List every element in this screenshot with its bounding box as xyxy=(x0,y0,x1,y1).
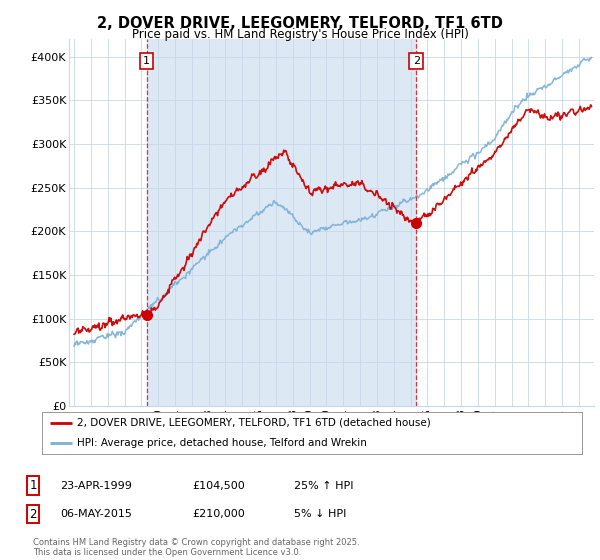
Text: 2: 2 xyxy=(29,507,37,521)
Text: 06-MAY-2015: 06-MAY-2015 xyxy=(60,509,132,519)
Text: 1: 1 xyxy=(143,56,150,66)
Text: HPI: Average price, detached house, Telford and Wrekin: HPI: Average price, detached house, Telf… xyxy=(77,438,367,448)
Text: 1: 1 xyxy=(29,479,37,492)
Text: £210,000: £210,000 xyxy=(192,509,245,519)
Text: Price paid vs. HM Land Registry's House Price Index (HPI): Price paid vs. HM Land Registry's House … xyxy=(131,28,469,41)
Text: 25% ↑ HPI: 25% ↑ HPI xyxy=(294,480,353,491)
Text: 23-APR-1999: 23-APR-1999 xyxy=(60,480,132,491)
Bar xyxy=(146,39,416,406)
Text: £104,500: £104,500 xyxy=(192,480,245,491)
Text: 2: 2 xyxy=(413,56,420,66)
Text: 2, DOVER DRIVE, LEEGOMERY, TELFORD, TF1 6TD: 2, DOVER DRIVE, LEEGOMERY, TELFORD, TF1 … xyxy=(97,16,503,31)
Text: 2, DOVER DRIVE, LEEGOMERY, TELFORD, TF1 6TD (detached house): 2, DOVER DRIVE, LEEGOMERY, TELFORD, TF1 … xyxy=(77,418,431,428)
Text: 5% ↓ HPI: 5% ↓ HPI xyxy=(294,509,346,519)
Text: Contains HM Land Registry data © Crown copyright and database right 2025.
This d: Contains HM Land Registry data © Crown c… xyxy=(33,538,359,557)
